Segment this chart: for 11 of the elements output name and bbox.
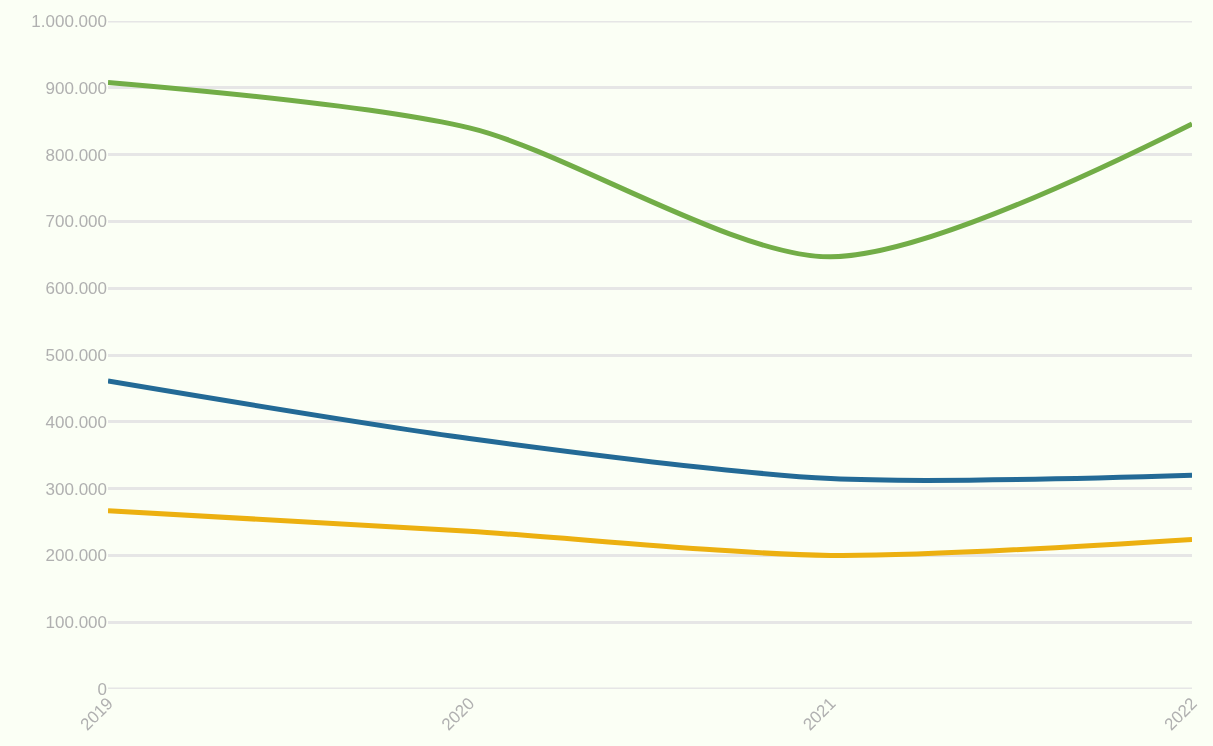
- y-tick-label: 300.000: [45, 479, 107, 499]
- y-tick-label: 600.000: [45, 279, 107, 299]
- y-tick-label: 0: [97, 679, 107, 699]
- y-tick-label: 200.000: [45, 546, 107, 566]
- y-tick-label: 900.000: [45, 78, 107, 98]
- y-tick-label: 400.000: [45, 412, 107, 432]
- y-tick-label: 100.000: [45, 613, 107, 633]
- y-tick-label: 700.000: [45, 212, 107, 232]
- y-tick-label: 1.000.000: [31, 11, 107, 31]
- y-tick-label: 500.000: [45, 345, 107, 365]
- y-tick-label: 800.000: [45, 145, 107, 165]
